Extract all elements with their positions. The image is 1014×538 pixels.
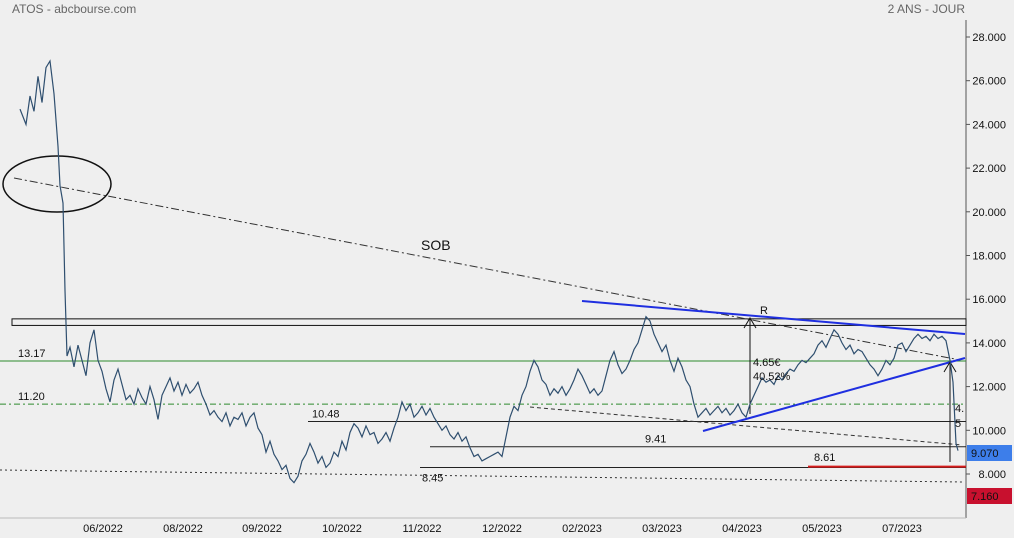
x-tick-label: 02/2023: [562, 523, 602, 535]
resistance-band: [11, 318, 967, 326]
y-tick-label: 12.000: [972, 382, 1006, 394]
blue-lower-trendline: [702, 357, 966, 432]
last-price-label: 9.070: [971, 448, 999, 460]
y-tick-label: 24.000: [972, 119, 1006, 131]
red-level-label: 8.61: [814, 452, 835, 464]
chart-header-period: 2 ANS - JOUR: [888, 2, 966, 16]
low-price-label: 7.160: [971, 491, 999, 503]
level-label: 9.41: [645, 434, 666, 446]
x-tick-label: 11/2022: [403, 523, 442, 535]
y-tick-label: 14.000: [972, 338, 1006, 350]
bottom-dotted-trendline: [0, 469, 963, 483]
annotation-right-fragment-1: 4.: [955, 403, 964, 415]
chart-header-source: ATOS - abcbourse.com: [12, 2, 136, 16]
level-label: 13.17: [18, 348, 46, 360]
x-tick-label: 08/2022: [163, 523, 203, 535]
y-tick-label: 8.000: [978, 469, 1006, 481]
annotation-sob: SOB: [421, 237, 451, 253]
low-price-badge: [967, 488, 1012, 504]
annotation-move-abs: 4.65€: [753, 357, 781, 369]
y-tick-label: 22.000: [972, 163, 1006, 175]
x-tick-label: 09/2022: [242, 523, 282, 535]
y-tick-group: 8.000 10.000 12.000 14.000 16.000 18.000 20.00…: [966, 32, 1006, 481]
x-tick-label: 04/2023: [722, 523, 762, 535]
annotation-move-pct: 40.52%: [753, 371, 791, 383]
y-tick-label: 26.000: [972, 76, 1006, 88]
last-price-badge: [967, 445, 1012, 461]
x-tick-label: 06/2022: [83, 523, 123, 535]
horizontal-levels: 13.17 11.20 10.48 9.41 8.45: [0, 348, 966, 484]
blue-upper-trendline: [581, 300, 966, 335]
y-tick-label: 16.000: [972, 294, 1006, 306]
annotation-r: R: [760, 305, 768, 317]
x-tick-label: 10/2022: [322, 523, 362, 535]
measure-arrow-head: [743, 317, 757, 329]
y-tick-label: 10.000: [972, 425, 1006, 437]
x-tick-label: 12/2022: [482, 523, 522, 535]
x-tick-label: 07/2023: [882, 523, 922, 535]
x-tick-label: 03/2023: [642, 523, 682, 535]
price-series-line: [19, 59, 959, 484]
y-tick-label: 20.000: [972, 207, 1006, 219]
level-label: 10.48: [312, 409, 340, 421]
circle-annotation: [2, 155, 112, 213]
long-dashdot-trendline: [13, 177, 961, 361]
y-tick-label: 28.000: [972, 32, 1006, 44]
level-label: 8.45: [422, 472, 443, 484]
level-label: 11.20: [18, 391, 45, 403]
dashed-trendline: [529, 406, 963, 446]
y-tick-label: 18.000: [972, 251, 1006, 263]
x-tick-group: 06/2022 08/2022 09/2022 10/2022 11/2022 12/20…: [83, 523, 922, 535]
x-tick-label: 05/2023: [802, 523, 842, 535]
annotation-right-fragment-2: 5: [955, 418, 961, 430]
